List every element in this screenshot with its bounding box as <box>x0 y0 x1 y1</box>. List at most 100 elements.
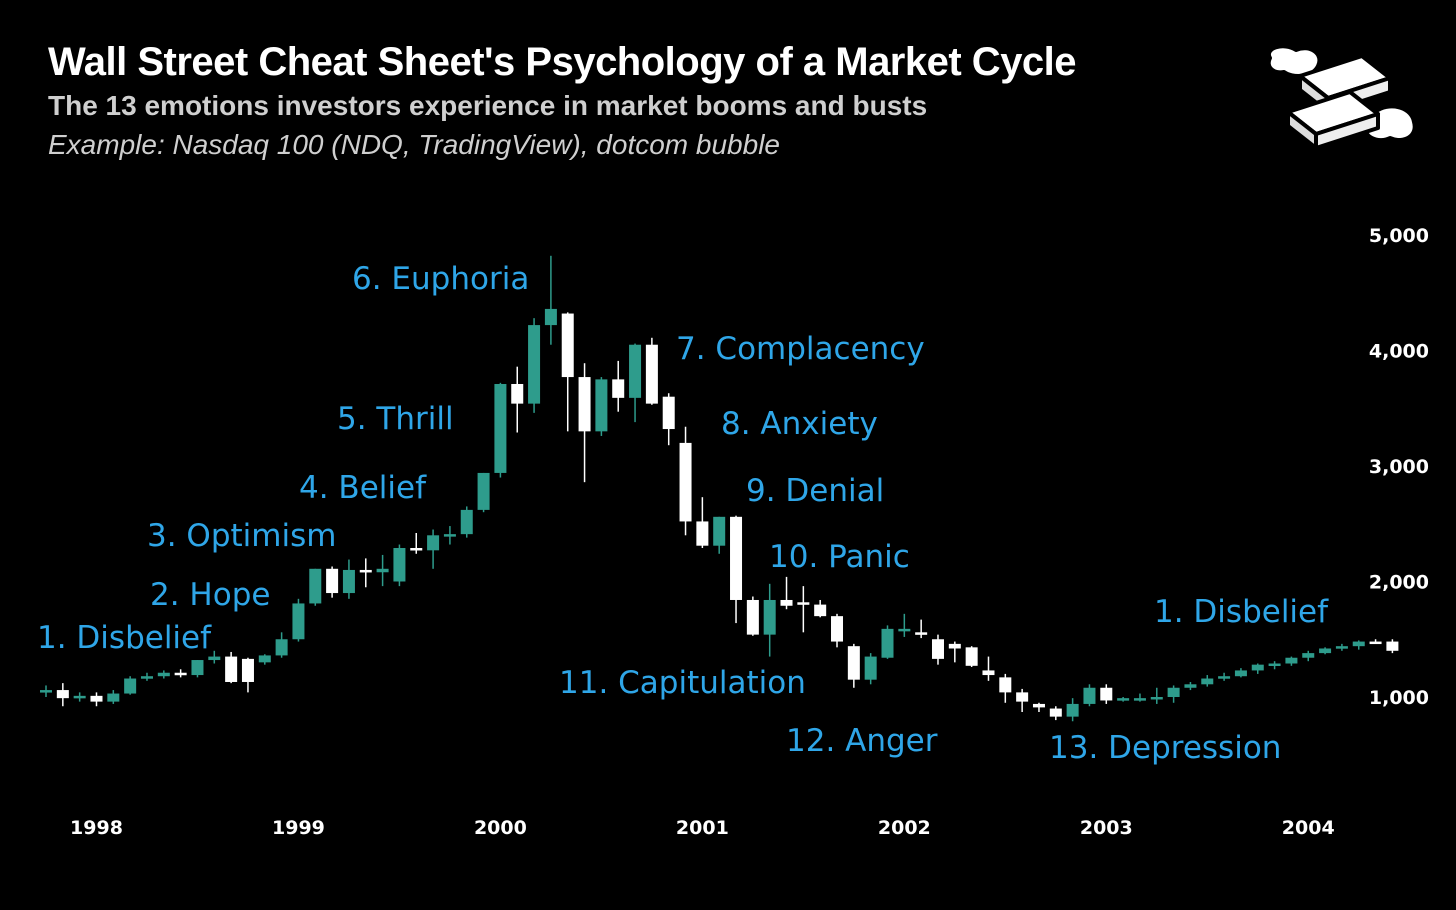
candle-body <box>191 660 204 676</box>
candle-body <box>241 658 254 682</box>
candle <box>393 544 406 587</box>
candle <box>1184 681 1197 691</box>
candle-body <box>1083 687 1096 704</box>
candle <box>1234 668 1247 678</box>
annotation-complacency: 7. Complacency <box>676 331 925 367</box>
candle <box>275 632 288 658</box>
candle-body <box>561 313 574 378</box>
candle <box>90 692 103 707</box>
candle <box>309 568 322 606</box>
candle <box>1302 650 1315 662</box>
candle-body <box>1285 657 1298 664</box>
candle <box>140 672 153 681</box>
candle-body <box>1218 676 1231 679</box>
candle-body <box>1319 648 1332 654</box>
candle-body <box>1369 641 1382 645</box>
candle <box>578 363 591 483</box>
candle-body <box>847 646 860 680</box>
candle <box>1251 663 1264 674</box>
candle-body <box>309 568 322 604</box>
candle-body <box>511 383 524 404</box>
x-tick-label: 1999 <box>272 817 325 839</box>
candle <box>780 576 793 610</box>
candle <box>931 634 944 665</box>
candle-body <box>948 643 961 649</box>
candle <box>292 598 305 642</box>
annotation-anxiety: 8. Anxiety <box>721 406 878 442</box>
candle <box>494 382 507 478</box>
candle <box>746 596 759 636</box>
candle-body <box>107 693 120 702</box>
candle <box>1100 684 1113 704</box>
annotation-hope: 2. Hope <box>150 577 270 613</box>
candle-body <box>1100 687 1113 701</box>
candle <box>56 683 69 707</box>
candle-body <box>326 568 339 594</box>
x-tick-label: 2003 <box>1080 817 1133 839</box>
candle-body <box>544 308 557 326</box>
candle <box>679 426 692 536</box>
annotation-disbelief-end: 1. Disbelief <box>1154 594 1329 630</box>
candle-body <box>124 678 137 694</box>
candle <box>443 526 456 545</box>
y-tick-label: 5,000 <box>1369 225 1429 247</box>
candle-body <box>612 379 625 398</box>
candle-body <box>443 534 456 537</box>
candle-body <box>275 639 288 656</box>
candle-body <box>140 676 153 679</box>
brand-logo-icon <box>1266 44 1417 150</box>
annotation-belief: 4. Belief <box>299 470 427 506</box>
candle-body <box>1032 703 1045 708</box>
annotation-depression: 13. Depression <box>1049 730 1281 766</box>
candle-body <box>393 548 406 582</box>
candle-body <box>528 325 541 404</box>
candle <box>1150 687 1163 704</box>
candle <box>915 619 928 639</box>
candle-body <box>696 521 709 546</box>
candle-body <box>831 616 844 642</box>
candle-body <box>1302 653 1315 658</box>
x-tick-label: 2004 <box>1282 817 1335 839</box>
candle <box>1369 639 1382 645</box>
candle <box>1066 698 1079 722</box>
candle <box>528 318 541 413</box>
candle-body <box>763 599 776 635</box>
candle-body <box>881 628 894 658</box>
candle <box>1032 702 1045 713</box>
candle-body <box>999 677 1012 693</box>
chart-subtitle: The 13 emotions investors experience in … <box>48 90 928 121</box>
candle <box>359 558 372 588</box>
candle <box>191 660 204 678</box>
x-axis-ticks: 1998 1999 2000 2001 2002 2003 2004 <box>70 817 1335 839</box>
candle <box>881 625 894 659</box>
candle <box>107 690 120 704</box>
candle <box>1386 639 1399 654</box>
candle-body <box>56 690 69 699</box>
candle-body <box>595 379 608 432</box>
candle-body <box>1335 646 1348 649</box>
candle <box>1083 684 1096 707</box>
candle <box>1133 693 1146 702</box>
candle <box>544 255 557 345</box>
candle-body <box>225 656 238 682</box>
candle-body <box>157 672 170 677</box>
candle-body <box>1201 678 1214 685</box>
candle <box>595 377 608 436</box>
candle <box>847 643 860 688</box>
candle-body <box>1268 663 1281 667</box>
candle <box>1201 675 1214 687</box>
candle <box>898 613 911 637</box>
annotation-denial: 9. Denial <box>746 473 884 509</box>
candle-body <box>629 344 642 398</box>
annotation-euphoria: 6. Euphoria <box>352 261 529 297</box>
chart-example-note: Example: Nasdaq 100 (NDQ, TradingView), … <box>48 129 780 160</box>
candle <box>645 337 658 405</box>
candle-body <box>915 632 928 635</box>
candle <box>460 506 473 538</box>
candle <box>982 656 995 681</box>
annotation-anger: 12. Anger <box>786 723 938 759</box>
candle <box>225 651 238 684</box>
candle-body <box>208 656 221 661</box>
candle-body <box>1184 684 1197 688</box>
candles-layer <box>40 255 1399 722</box>
